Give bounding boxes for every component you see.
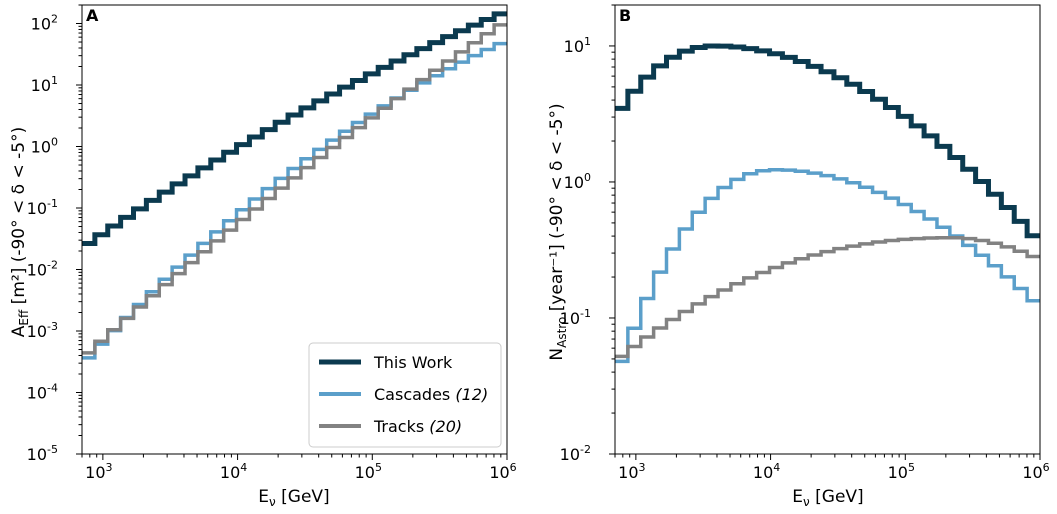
panel-b-xlabel: Eν [GeV] [792,487,863,509]
panel-a-ylabel: AEff [m²] (-90° < δ < -5°) [9,127,31,337]
panel-a-label: A [86,6,99,25]
panel-b-x-tick-label: 105 [888,461,915,482]
panel-a-y-tick-label: 102 [31,13,58,34]
panel-a-y-tick-label: 10-5 [27,443,58,464]
panel-a-xlabel: Eν [GeV] [258,487,329,509]
legend-box [308,342,502,448]
panel-b-label: B [619,6,631,25]
panel-a-y-tick-label: 10-3 [27,320,58,341]
legend: This Work Cascades (12) Tracks (20) [308,342,502,448]
panel-b-y-tick-label: 10-2 [560,443,591,464]
series-line-tracks [615,236,1040,359]
panel-a-x-tick-label: 104 [220,461,247,482]
panel-b-ylabel: NAstro [year⁻¹] (-90° < δ < -5°) [547,103,569,360]
panel-a-frame [81,4,508,455]
legend-label-cascades: Cascades (12) [374,385,488,404]
series-line-this-work [615,43,1040,239]
legend-label-tracks: Tracks (20) [373,417,462,436]
panel-a-y-tick-label: 10-2 [27,259,58,280]
panel-b-series [615,43,1040,364]
panel-a-x-tick-label: 105 [355,461,382,482]
panel-a-y-tick-label: 100 [31,136,58,157]
panel-a-x-tick-label: 106 [489,461,516,482]
panel-a: 103 104 105 106 10-5 10-4 10-3 10-2 10-1 100 101 10… [9,4,517,509]
series-line-cascades [82,41,507,360]
panel-b-x-tick-label: 106 [1022,461,1049,482]
panel-a-y-tick-label: 10-1 [27,197,58,218]
panel-b-y-tick-label: 101 [564,35,591,56]
legend-label-this-work: This Work [373,353,453,372]
series-line-cascades [615,167,1040,364]
panel-a-series [82,11,507,360]
panel-b-y-tick-label: 100 [564,171,591,192]
panel-a-y-tick-label: 10-4 [27,382,58,403]
panel-b-x-tick-label: 104 [753,461,780,482]
panel-b-x-tick-label: 103 [618,461,645,482]
series-line-tracks [82,23,507,355]
panel-b-frame [614,4,1041,455]
panel-a-x-tick-label: 103 [85,461,112,482]
series-line-this-work [82,11,507,247]
panel-a-y-tick-label: 101 [31,74,58,95]
